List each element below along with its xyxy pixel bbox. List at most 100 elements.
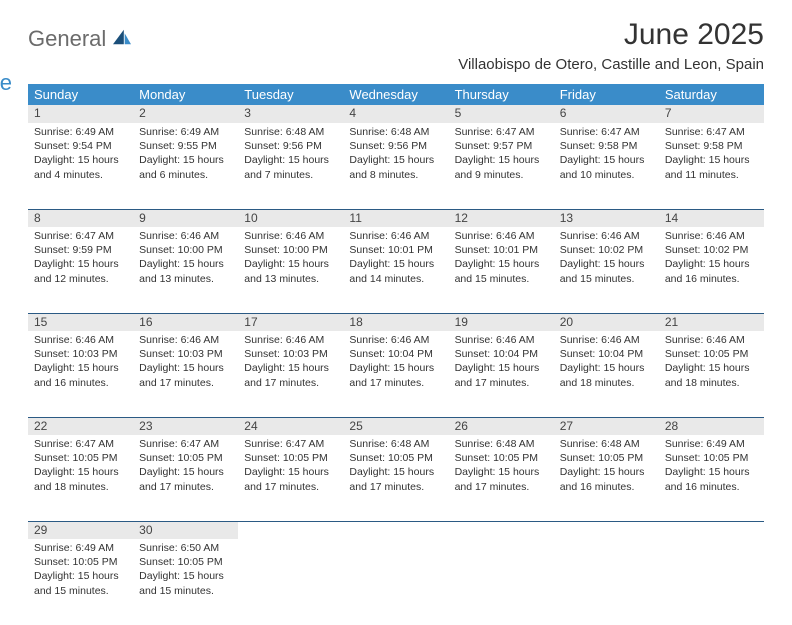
daylight-line: Daylight: 15 hours and 17 minutes. xyxy=(139,465,232,493)
brand-logo: General Blue xyxy=(28,18,133,78)
day-content-cell xyxy=(449,539,554,625)
sunrise-line: Sunrise: 6:48 AM xyxy=(244,125,337,139)
sunrise-line: Sunrise: 6:48 AM xyxy=(455,437,548,451)
sunset-line: Sunset: 10:01 PM xyxy=(455,243,548,257)
day-number-cell: 25 xyxy=(343,417,448,435)
daylight-value: 15 hours and 16 minutes. xyxy=(560,466,645,492)
sunset-line: Sunset: 10:04 PM xyxy=(455,347,548,361)
day-number-cell: 24 xyxy=(238,417,343,435)
sunset-line: Sunset: 10:04 PM xyxy=(349,347,442,361)
sunset-value: 10:04 PM xyxy=(493,348,538,360)
sunset-value: 9:58 PM xyxy=(598,140,637,152)
day-number-cell: 28 xyxy=(659,417,764,435)
sunrise-line: Sunrise: 6:48 AM xyxy=(349,125,442,139)
sunrise-line: Sunrise: 6:47 AM xyxy=(455,125,548,139)
day-content-cell: Sunrise: 6:50 AMSunset: 10:05 PMDaylight… xyxy=(133,539,238,625)
daylight-line: Daylight: 15 hours and 11 minutes. xyxy=(665,153,758,181)
day-content-cell: Sunrise: 6:47 AMSunset: 10:05 PMDaylight… xyxy=(28,435,133,521)
day-content-cell: Sunrise: 6:49 AMSunset: 10:05 PMDaylight… xyxy=(28,539,133,625)
sunset-line: Sunset: 10:05 PM xyxy=(139,555,232,569)
sunset-value: 10:05 PM xyxy=(73,452,118,464)
sunrise-line: Sunrise: 6:47 AM xyxy=(34,229,127,243)
sunset-line: Sunset: 10:05 PM xyxy=(560,451,653,465)
day-number-cell: 10 xyxy=(238,209,343,227)
sunrise-line: Sunrise: 6:47 AM xyxy=(34,437,127,451)
sunrise-value: 6:46 AM xyxy=(286,230,325,242)
sunrise-line: Sunrise: 6:49 AM xyxy=(139,125,232,139)
sunrise-line: Sunrise: 6:46 AM xyxy=(244,333,337,347)
daylight-line: Daylight: 15 hours and 15 minutes. xyxy=(560,257,653,285)
sunrise-value: 6:46 AM xyxy=(75,334,114,346)
weekday-header-row: Sunday Monday Tuesday Wednesday Thursday… xyxy=(28,84,764,105)
sunset-value: 10:05 PM xyxy=(493,452,538,464)
sunset-value: 9:56 PM xyxy=(388,140,427,152)
sail-icon xyxy=(111,28,133,46)
daylight-line: Daylight: 15 hours and 17 minutes. xyxy=(349,465,442,493)
day-content-cell: Sunrise: 6:46 AMSunset: 10:01 PMDaylight… xyxy=(449,227,554,313)
day-number-cell: 26 xyxy=(449,417,554,435)
day-number-cell: 3 xyxy=(238,105,343,123)
sunrise-line: Sunrise: 6:47 AM xyxy=(665,125,758,139)
sunrise-line: Sunrise: 6:47 AM xyxy=(139,437,232,451)
sunrise-value: 6:49 AM xyxy=(75,542,114,554)
sunrise-value: 6:47 AM xyxy=(706,126,745,138)
sunset-value: 10:02 PM xyxy=(703,244,748,256)
sunrise-line: Sunrise: 6:46 AM xyxy=(139,333,232,347)
daylight-value: 15 hours and 17 minutes. xyxy=(139,466,224,492)
sunset-value: 10:02 PM xyxy=(598,244,643,256)
sunrise-value: 6:46 AM xyxy=(496,334,535,346)
sunrise-value: 6:48 AM xyxy=(496,438,535,450)
sunrise-value: 6:47 AM xyxy=(496,126,535,138)
sunrise-value: 6:46 AM xyxy=(706,334,745,346)
sunset-line: Sunset: 10:05 PM xyxy=(34,451,127,465)
daylight-value: 15 hours and 17 minutes. xyxy=(244,362,329,388)
sunrise-value: 6:49 AM xyxy=(706,438,745,450)
daylight-value: 15 hours and 15 minutes. xyxy=(455,258,540,284)
day-number-cell xyxy=(554,521,659,539)
sunrise-line: Sunrise: 6:46 AM xyxy=(665,229,758,243)
sunset-line: Sunset: 10:02 PM xyxy=(560,243,653,257)
day-number-cell: 5 xyxy=(449,105,554,123)
day-number-cell: 30 xyxy=(133,521,238,539)
sunrise-line: Sunrise: 6:46 AM xyxy=(560,229,653,243)
sunset-value: 10:03 PM xyxy=(178,348,223,360)
header: General Blue June 2025 Villaobispo de Ot… xyxy=(28,18,764,78)
sunrise-line: Sunrise: 6:46 AM xyxy=(349,333,442,347)
sunset-line: Sunset: 10:02 PM xyxy=(665,243,758,257)
daylight-value: 15 hours and 17 minutes. xyxy=(455,466,540,492)
daylight-line: Daylight: 15 hours and 13 minutes. xyxy=(139,257,232,285)
daylight-value: 15 hours and 15 minutes. xyxy=(560,258,645,284)
sunset-value: 10:05 PM xyxy=(283,452,328,464)
daylight-value: 15 hours and 12 minutes. xyxy=(34,258,119,284)
sunset-line: Sunset: 9:56 PM xyxy=(244,139,337,153)
month-title: June 2025 xyxy=(458,18,764,52)
sunrise-line: Sunrise: 6:46 AM xyxy=(455,333,548,347)
daylight-value: 15 hours and 9 minutes. xyxy=(455,154,540,180)
daylight-value: 15 hours and 16 minutes. xyxy=(665,258,750,284)
sunset-value: 10:03 PM xyxy=(283,348,328,360)
sunset-value: 9:56 PM xyxy=(283,140,322,152)
day-content-cell xyxy=(659,539,764,625)
daynum-row: 15161718192021 xyxy=(28,313,764,331)
sunset-line: Sunset: 9:59 PM xyxy=(34,243,127,257)
daylight-value: 15 hours and 4 minutes. xyxy=(34,154,119,180)
sunset-line: Sunset: 10:05 PM xyxy=(455,451,548,465)
sunrise-value: 6:48 AM xyxy=(391,438,430,450)
daylight-value: 15 hours and 18 minutes. xyxy=(560,362,645,388)
daylight-line: Daylight: 15 hours and 16 minutes. xyxy=(665,465,758,493)
day-content-cell: Sunrise: 6:49 AMSunset: 9:54 PMDaylight:… xyxy=(28,123,133,209)
day-content-cell: Sunrise: 6:46 AMSunset: 10:03 PMDaylight… xyxy=(133,331,238,417)
day-content-cell: Sunrise: 6:49 AMSunset: 9:55 PMDaylight:… xyxy=(133,123,238,209)
daylight-value: 15 hours and 11 minutes. xyxy=(665,154,750,180)
sunset-line: Sunset: 10:04 PM xyxy=(560,347,653,361)
daylight-value: 15 hours and 16 minutes. xyxy=(34,362,119,388)
day-content-cell: Sunrise: 6:47 AMSunset: 9:57 PMDaylight:… xyxy=(449,123,554,209)
sunrise-line: Sunrise: 6:46 AM xyxy=(244,229,337,243)
day-number-cell: 18 xyxy=(343,313,448,331)
daynum-row: 22232425262728 xyxy=(28,417,764,435)
day-number-cell: 11 xyxy=(343,209,448,227)
day-content-cell: Sunrise: 6:46 AMSunset: 10:00 PMDaylight… xyxy=(238,227,343,313)
sunset-value: 10:05 PM xyxy=(178,556,223,568)
daylight-line: Daylight: 15 hours and 18 minutes. xyxy=(665,361,758,389)
daylight-line: Daylight: 15 hours and 18 minutes. xyxy=(34,465,127,493)
